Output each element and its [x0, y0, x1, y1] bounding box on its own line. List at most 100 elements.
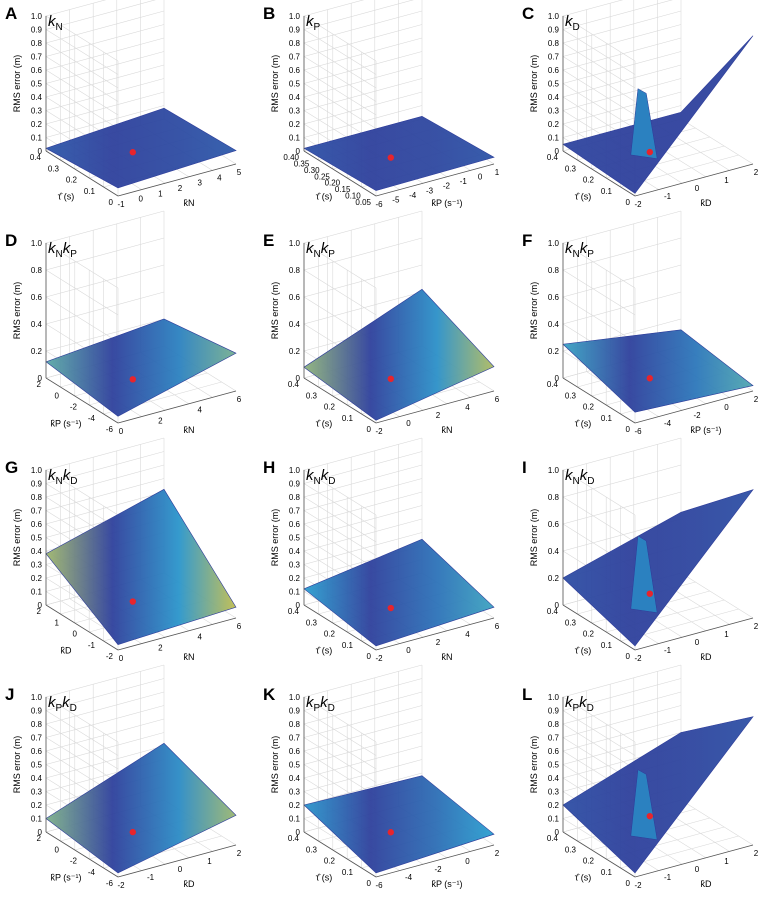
- right-tick-label: 0: [119, 427, 124, 436]
- error-surface: [303, 775, 495, 874]
- right-tick-label: 0: [406, 419, 411, 428]
- z-gridline: [303, 51, 423, 129]
- z-tick-label: 0.8: [548, 266, 560, 275]
- left-tick-label: 0.1: [342, 414, 354, 423]
- minimum-marker: [387, 604, 394, 612]
- z-tick-label: 0.3: [31, 788, 43, 797]
- left-axis-line: [303, 831, 377, 878]
- z-tick-label: 1.0: [31, 12, 43, 21]
- right-tick-label: 6: [495, 395, 500, 404]
- right-tick-label: 0: [695, 638, 700, 647]
- z-tick-label: 0.9: [31, 707, 43, 716]
- left-tick-label: 2: [37, 834, 42, 843]
- left-tick-label: 0.15: [335, 185, 351, 194]
- left-tick-label: 0: [626, 879, 631, 888]
- z-tick-label: 0.9: [289, 480, 301, 489]
- left-tick-label: 0.3: [565, 164, 577, 173]
- panel-letter: L: [522, 685, 532, 704]
- z-axis-label: RMS error (m): [270, 509, 280, 567]
- z-tick-label: 0.8: [289, 493, 301, 502]
- panel-A: 0 0.1 0.2 0.3 0.4 0.5 0.6 0.7 0.8 0.9 1.0 RMS error…: [5, 0, 242, 209]
- right-axis-line: [634, 163, 754, 197]
- right-tick-label: 6: [237, 395, 242, 404]
- left-tick-label: 0.3: [306, 845, 318, 854]
- left-tick-label: -4: [88, 414, 96, 423]
- panel-B: 0 0.1 0.2 0.3 0.4 0.5 0.6 0.7 0.8 0.9 1.0 RMS error…: [263, 0, 500, 209]
- z-tick-label: 0.8: [31, 493, 43, 502]
- right-tick-label: -2: [693, 411, 701, 420]
- z-tick-label: 0.3: [548, 788, 560, 797]
- left-tick-label: 0.1: [601, 187, 613, 196]
- error-surface: [45, 742, 237, 874]
- left-tick-label: -6: [106, 425, 114, 434]
- z-gridline: [303, 705, 423, 783]
- left-tick-label: 0.4: [30, 153, 42, 162]
- panel-letter: E: [263, 231, 274, 250]
- right-tick-label: -1: [460, 177, 468, 186]
- right-tick-label: -1: [117, 200, 125, 209]
- z-tick-label: 0.1: [31, 815, 43, 824]
- z-tick-label: 0: [296, 601, 301, 610]
- left-axis-line: [45, 377, 119, 424]
- error-ridge: [630, 88, 658, 160]
- panel-letter: K: [263, 685, 276, 704]
- right-tick-label: -2: [434, 865, 442, 874]
- minimum-marker: [387, 154, 394, 161]
- z-tick-label: 0.3: [289, 788, 301, 797]
- right-axis-label: k̂N: [442, 652, 453, 662]
- right-axis-label: k̂D: [701, 198, 713, 208]
- left-tick-label: 0.1: [601, 641, 613, 650]
- panel-F: 0 0.2 0.4 0.6 0.8 1.0 RMS error (m) 0.4 0.3 0.2 0.…: [522, 210, 759, 436]
- z-gridline: [45, 24, 165, 102]
- right-tick-label: 1: [724, 630, 729, 639]
- z-tick-label: 0: [38, 601, 43, 610]
- left-tick-label: 0.40: [283, 153, 299, 162]
- z-tick-label: 0.6: [31, 747, 43, 756]
- left-tick-label: 0.2: [324, 857, 336, 866]
- right-tick-label: 0: [695, 865, 700, 874]
- z-tick-label: 0.6: [289, 293, 301, 302]
- left-axis-label: τ̂ (s): [575, 873, 592, 883]
- right-axis-label: k̂P (s⁻¹): [690, 425, 721, 435]
- z-tick-label: 0.8: [31, 266, 43, 275]
- panel-title: kNkP: [306, 240, 335, 260]
- left-tick-label: 0.3: [565, 391, 577, 400]
- z-tick-label: 0.6: [548, 293, 560, 302]
- left-axis-label: k̂P (s⁻¹): [50, 873, 81, 883]
- z-axis-label: RMS error (m): [529, 736, 539, 794]
- error-surface: [45, 488, 237, 645]
- left-axis-label: k̂D: [61, 646, 73, 656]
- right-tick-label: 2: [754, 395, 759, 404]
- error-ridge: [630, 769, 658, 841]
- back-wall-grid: [562, 0, 754, 197]
- right-tick-label: 0: [724, 403, 729, 412]
- z-axis-label: RMS error (m): [529, 509, 539, 567]
- left-tick-label: 0.10: [345, 192, 361, 201]
- right-tick-label: 2: [495, 849, 500, 858]
- left-tick-label: 0.25: [314, 172, 330, 181]
- z-tick-label: 0.2: [548, 347, 560, 356]
- left-tick-label: 0: [367, 425, 372, 434]
- z-tick-label: 0.9: [548, 707, 560, 716]
- right-axis-line: [117, 163, 237, 197]
- left-tick-label: 0: [626, 425, 631, 434]
- panel-letter: B: [263, 4, 275, 23]
- left-tick-label: 2: [37, 607, 42, 616]
- z-tick-label: 0.2: [31, 801, 43, 810]
- minimum-marker: [646, 375, 653, 382]
- z-gridline: [562, 24, 682, 102]
- z-tick-label: 0.9: [548, 26, 560, 35]
- panel-H: 0 0.1 0.2 0.3 0.4 0.5 0.6 0.7 0.8 0.9 1.0 RMS error…: [263, 437, 500, 663]
- right-tick-label: 0: [695, 184, 700, 193]
- minimum-marker: [646, 812, 653, 820]
- z-gridline: [562, 264, 682, 343]
- right-tick-label: -1: [664, 873, 672, 882]
- panel-G: 0 0.1 0.2 0.3 0.4 0.5 0.6 0.7 0.8 0.9 1.0 RMS error…: [5, 437, 242, 663]
- left-axis-line: [562, 604, 636, 651]
- right-tick-label: 2: [754, 622, 759, 631]
- z-tick-label: 0: [555, 828, 560, 837]
- panel-title: kPkD: [48, 694, 77, 714]
- z-tick-label: 0.1: [289, 815, 301, 824]
- left-tick-label: 0.3: [306, 391, 318, 400]
- left-tick-label: 0.2: [583, 857, 595, 866]
